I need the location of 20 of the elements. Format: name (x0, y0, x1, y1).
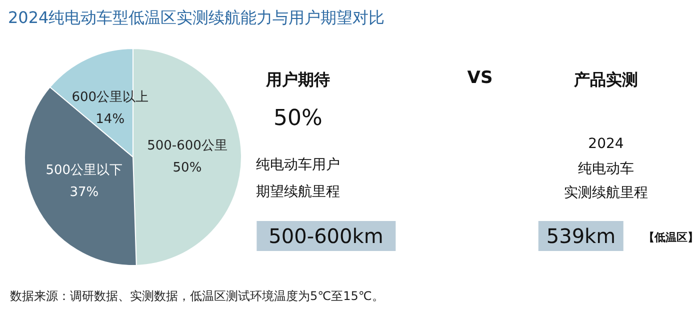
text: 2024 (588, 136, 624, 152)
text: 产品实测 (574, 70, 638, 91)
chart-title: 2024纯电动车型低温区实测续航能力与用户期望对比 (8, 8, 385, 29)
text: 50% (274, 106, 322, 131)
text: 【低温区】 (644, 230, 698, 245)
data-label: 50% (172, 160, 202, 176)
text: VS (467, 68, 493, 88)
data-label: 37% (70, 185, 99, 200)
text: 500-600km (256, 221, 396, 251)
data-label: 14% (96, 112, 125, 128)
text: 纯电动车 (578, 160, 634, 178)
slice-label: 500-600公里 (147, 138, 228, 154)
text: 用户期待 (266, 70, 330, 91)
text: 实测续航里程 (564, 184, 648, 202)
slice-label: 500公里以下 (46, 163, 123, 178)
source-note: 数据来源：调研数据、实测数据，低温区测试环境温度为5℃至15℃。 (10, 288, 384, 305)
text: 纯电动车用户 (256, 156, 340, 174)
text: 期望续航里程 (256, 183, 340, 201)
slice-label: 600公里以上 (72, 90, 149, 106)
text: 539km (538, 221, 624, 251)
